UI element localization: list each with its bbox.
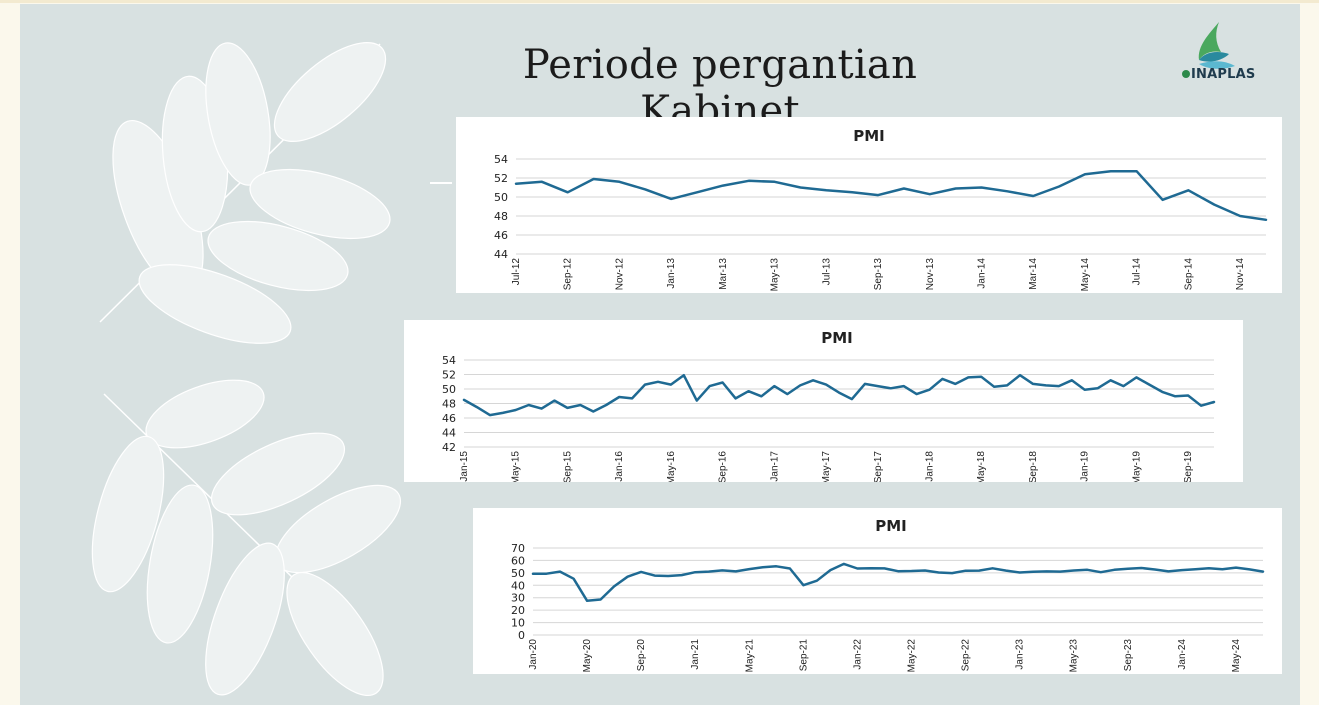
y-tick-label: 44 xyxy=(442,427,456,440)
x-tick-label: Sep-13 xyxy=(873,258,884,291)
y-tick-label: 50 xyxy=(494,191,508,204)
inaplas-logo xyxy=(1198,22,1235,69)
x-tick-label: Jul-13 xyxy=(821,258,832,286)
x-tick-label: May-22 xyxy=(907,639,918,673)
x-tick-label: Jan-17 xyxy=(769,451,780,482)
x-tick-label: Sep-20 xyxy=(636,639,647,672)
x-tick-label: Sep-22 xyxy=(961,639,972,672)
x-tick-label: Sep-14 xyxy=(1183,258,1194,291)
x-tick-label: Nov-12 xyxy=(614,258,625,291)
chart-title: PMI xyxy=(821,329,853,347)
x-tick-label: May-16 xyxy=(666,451,677,482)
x-tick-label: Mar-13 xyxy=(718,258,729,290)
x-tick-label: Jul-14 xyxy=(1132,258,1143,286)
x-tick-label: Jan-15 xyxy=(459,451,470,482)
x-tick-label: Jan-24 xyxy=(1177,639,1188,670)
x-tick-label: Jan-18 xyxy=(925,451,936,482)
x-tick-label: May-13 xyxy=(770,258,781,292)
x-tick-label: May-21 xyxy=(744,639,755,673)
x-tick-label: Jan-23 xyxy=(1015,639,1026,670)
chart-title: PMI xyxy=(875,517,907,535)
y-tick-label: 48 xyxy=(494,210,508,223)
x-tick-label: Sep-21 xyxy=(798,639,809,672)
y-tick-label: 10 xyxy=(511,617,525,630)
x-tick-label: Jan-14 xyxy=(977,258,988,289)
top-band xyxy=(0,0,1319,3)
x-tick-label: May-14 xyxy=(1080,258,1091,292)
x-tick-label: Jul-12 xyxy=(511,258,522,286)
y-tick-label: 54 xyxy=(442,354,456,367)
x-tick-label: Jan-13 xyxy=(666,258,677,289)
pmi-chart-2012-2014: PMI 54 52 50 48 46 44 Jul-12 Sep-12 Nov-12 Jan-13 M… xyxy=(456,117,1282,293)
x-tick-label: Sep-15 xyxy=(562,451,573,482)
x-tick-label: May-24 xyxy=(1231,639,1242,673)
y-tick-label: 60 xyxy=(511,554,525,567)
y-tick-label: 44 xyxy=(494,248,508,261)
y-tick-label: 40 xyxy=(511,579,525,592)
x-tick-label: May-19 xyxy=(1131,451,1142,482)
y-tick-label: 20 xyxy=(511,604,525,617)
logo-dot-icon xyxy=(1182,70,1190,78)
x-tick-label: Sep-18 xyxy=(1028,451,1039,482)
x-tick-label: May-15 xyxy=(511,451,522,482)
x-tick-label: May-23 xyxy=(1069,639,1080,673)
x-tick-label: Jan-16 xyxy=(614,451,625,482)
y-tick-label: 50 xyxy=(442,383,456,396)
leaf-decoration xyxy=(91,42,402,697)
x-tick-label: Jan-19 xyxy=(1080,451,1091,482)
x-tick-label: Sep-19 xyxy=(1183,451,1194,482)
y-tick-label: 70 xyxy=(511,542,525,555)
x-tick-label: Jan-22 xyxy=(852,639,863,670)
x-tick-label: Nov-13 xyxy=(925,258,936,291)
y-tick-label: 52 xyxy=(494,172,508,185)
y-tick-label: 46 xyxy=(494,229,508,242)
y-tick-label: 50 xyxy=(511,567,525,580)
x-tick-label: Sep-23 xyxy=(1123,639,1134,672)
logo-label: INAPLAS xyxy=(1191,67,1256,82)
y-tick-label: 0 xyxy=(518,629,525,642)
chart-title: PMI xyxy=(853,127,885,145)
logo-text: INAPLAS xyxy=(1182,67,1255,82)
x-tick-label: Sep-17 xyxy=(873,451,884,482)
x-tick-label: May-20 xyxy=(582,639,593,673)
pmi-chart-2020-2024: PMI 70 60 50 40 30 20 10 0 Jan-20 May-20 Sep-20 Jan-… xyxy=(473,508,1282,674)
x-tick-label: May-17 xyxy=(821,451,832,482)
y-tick-label: 42 xyxy=(442,441,456,454)
x-tick-label: Sep-16 xyxy=(718,451,729,482)
x-tick-label: Jan-20 xyxy=(528,639,539,670)
pmi-chart-2015-2019: PMI 54 52 50 48 46 44 42 Jan-15 May-15 Sep-15 Jan-1… xyxy=(404,320,1243,482)
slide: Periode pergantian Kabinet INAPLAS PMI 54… xyxy=(20,4,1300,705)
y-tick-label: 46 xyxy=(442,412,456,425)
y-tick-label: 52 xyxy=(442,369,456,382)
x-tick-label: Sep-12 xyxy=(563,258,574,291)
x-tick-label: May-18 xyxy=(976,451,987,482)
series-line xyxy=(514,170,1268,222)
series-line xyxy=(462,373,1216,417)
x-tick-label: Mar-14 xyxy=(1028,258,1039,290)
series-line xyxy=(531,562,1265,603)
x-tick-label: Nov-14 xyxy=(1235,258,1246,291)
decorative-dash xyxy=(430,182,452,184)
x-tick-label: Jan-21 xyxy=(690,639,701,670)
y-tick-label: 54 xyxy=(494,153,508,166)
y-tick-label: 30 xyxy=(511,592,525,605)
y-tick-label: 48 xyxy=(442,398,456,411)
